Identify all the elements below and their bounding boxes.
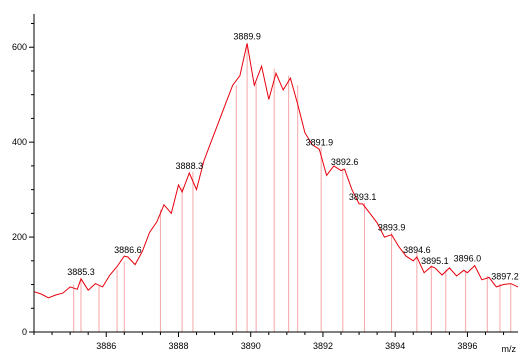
y-ticks: 0 200 400 600 xyxy=(12,22,34,337)
x-tick-label: 3896 xyxy=(457,341,477,351)
profile-line xyxy=(33,43,519,299)
peak-label: 3894.6 xyxy=(403,245,431,255)
peak-label: 3895.1 xyxy=(421,256,449,266)
y-tick-label: 600 xyxy=(12,42,27,52)
peak-label: 3896.0 xyxy=(454,254,482,264)
peak-labels: 3885.3 3886.6 3888.3 3889.9 3891.9 3892.6 3893… xyxy=(67,31,519,281)
peak-label: 3886.6 xyxy=(114,245,142,255)
centroid-sticks xyxy=(73,43,512,332)
peak-label: 3889.9 xyxy=(233,31,261,41)
peak-label: 3892.6 xyxy=(331,157,359,167)
x-tick-label: 3886 xyxy=(96,341,116,351)
x-axis-label: m/z xyxy=(502,344,517,354)
peak-label: 3891.9 xyxy=(306,137,334,147)
peak-label: 3888.3 xyxy=(176,161,204,171)
y-tick-label: 400 xyxy=(12,137,27,147)
peak-label: 3893.9 xyxy=(378,223,406,233)
peak-label: 3885.3 xyxy=(67,267,95,277)
y-tick-label: 200 xyxy=(12,232,27,242)
x-tick-label: 3890 xyxy=(241,341,261,351)
x-tick-label: 3894 xyxy=(385,341,405,351)
peak-label: 3893.1 xyxy=(349,192,377,202)
x-tick-label: 3892 xyxy=(313,341,333,351)
peak-label: 3897.2 xyxy=(491,272,519,282)
x-tick-label: 3888 xyxy=(168,341,188,351)
x-ticks: 3886 3888 3890 3892 3894 3896 xyxy=(33,332,505,351)
y-tick-label: 0 xyxy=(22,327,27,337)
